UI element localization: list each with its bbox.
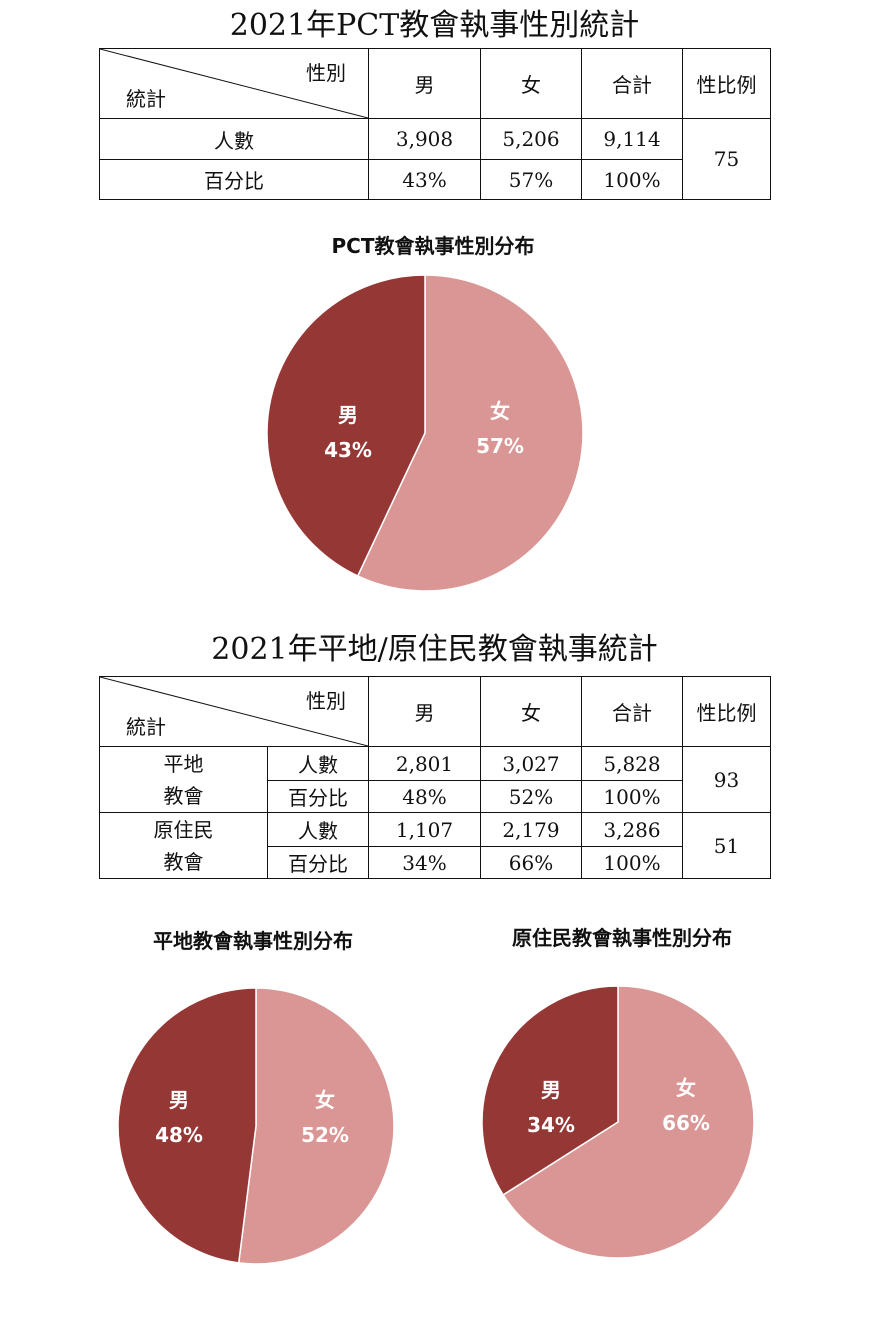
pie-slice-female xyxy=(502,985,755,1259)
total-count: 3,286 xyxy=(581,812,683,847)
diagonal-header-cell: 性別 統計 xyxy=(99,48,369,119)
pie-chart-pct: 女 57% 男 43% xyxy=(266,274,584,592)
table-row: 人數 3,908 5,206 9,114 75 xyxy=(99,118,771,200)
group-label-line1: 平地 xyxy=(163,751,204,776)
gender-header-label: 性別 xyxy=(306,689,346,713)
row-label: 百分比 xyxy=(99,159,369,200)
table1-title: 2021年PCT教會執事性別統計 xyxy=(229,8,640,43)
table-row: 百分比 48% 52% 100% xyxy=(100,780,771,813)
pie-label-female: 女 xyxy=(676,1076,696,1100)
male-count: 3,908 xyxy=(368,118,481,160)
total-percent: 100% xyxy=(581,159,683,200)
pie-label-male: 男 xyxy=(169,1088,189,1112)
female-count: 2,179 xyxy=(480,812,582,847)
male-percent: 48% xyxy=(368,780,481,813)
pie1-title: PCT教會執事性別分布 xyxy=(331,234,535,258)
pct-stats-table: 性別 統計 男 女 合計 性比例 人數 3,908 5,206 9,114 75… xyxy=(99,48,771,200)
female-count: 5,206 xyxy=(480,118,582,160)
group-label-line2: 教會 xyxy=(163,849,204,874)
table-row: 百分比 43% 57% 100% xyxy=(99,159,771,200)
total-count: 9,114 xyxy=(581,118,683,160)
male-count: 1,107 xyxy=(368,812,481,847)
pie-value-female: 57% xyxy=(476,434,524,458)
group-label-indigenous: 原住民 教會 xyxy=(99,812,268,879)
pie-label-female: 女 xyxy=(490,399,510,423)
pie-slice-male xyxy=(117,987,257,1264)
stat-header-label: 統計 xyxy=(126,715,166,739)
row-label: 百分比 xyxy=(267,846,369,879)
pie3-title: 原住民教會執事性別分布 xyxy=(512,926,732,950)
pie-slice-male xyxy=(481,985,619,1196)
pie-value-male: 43% xyxy=(324,438,372,462)
gender-header-label: 性別 xyxy=(306,61,346,85)
table-row: 百分比 34% 66% 100% xyxy=(100,846,771,879)
male-count: 2,801 xyxy=(368,746,481,781)
pie-chart-lowland: 女 52% 男 48% xyxy=(117,987,395,1265)
pie-chart-indigenous: 女 66% 男 34% xyxy=(481,985,755,1259)
pie-slice-male xyxy=(266,274,426,577)
pie-value-female: 66% xyxy=(662,1111,710,1135)
pie-slice-female xyxy=(356,274,584,592)
female-column-header: 女 xyxy=(480,676,582,747)
lowland-indigenous-stats-table: 性別 統計 男 女 合計 性比例 平地 教會 人數 2,801 3,027 5,… xyxy=(99,676,771,879)
female-percent: 52% xyxy=(480,780,582,813)
group-label-lowland: 平地 教會 xyxy=(99,746,268,813)
total-column-header: 合計 xyxy=(581,676,683,747)
group-label-line2: 教會 xyxy=(163,783,204,808)
stat-header-label: 統計 xyxy=(126,87,166,111)
diagonal-line xyxy=(100,677,368,746)
table2-title: 2021年平地/原住民教會執事統計 xyxy=(211,632,658,667)
female-percent: 57% xyxy=(480,159,582,200)
diagonal-header-cell: 性別 統計 xyxy=(99,676,369,747)
pie-label-female: 女 xyxy=(315,1088,335,1112)
sex-ratio-value: 75 xyxy=(682,118,771,200)
total-count: 5,828 xyxy=(581,746,683,781)
row-label: 人數 xyxy=(267,812,369,847)
row-label: 人數 xyxy=(99,118,369,160)
pie-value-female: 52% xyxy=(301,1123,349,1147)
male-column-header: 男 xyxy=(368,676,481,747)
male-percent: 34% xyxy=(368,846,481,879)
table-row: 平地 教會 人數 2,801 3,027 5,828 93 xyxy=(99,746,771,813)
sex-ratio-value: 93 xyxy=(682,746,771,813)
ratio-column-header: 性比例 xyxy=(682,676,771,747)
pie-value-male: 34% xyxy=(527,1113,575,1137)
pie-value-male: 48% xyxy=(155,1123,203,1147)
total-percent: 100% xyxy=(581,780,683,813)
female-count: 3,027 xyxy=(480,746,582,781)
group-label-line1: 原住民 xyxy=(153,817,214,842)
total-percent: 100% xyxy=(581,846,683,879)
female-percent: 66% xyxy=(480,846,582,879)
female-column-header: 女 xyxy=(480,48,582,119)
pie-slice-female xyxy=(237,987,395,1265)
sex-ratio-value: 51 xyxy=(682,812,771,879)
total-column-header: 合計 xyxy=(581,48,683,119)
table-row: 原住民 教會 人數 1,107 2,179 3,286 51 xyxy=(99,812,771,879)
male-percent: 43% xyxy=(368,159,481,200)
male-column-header: 男 xyxy=(368,48,481,119)
pie-label-male: 男 xyxy=(541,1078,561,1102)
pie-label-male: 男 xyxy=(338,403,358,427)
pie2-title: 平地教會執事性別分布 xyxy=(153,929,353,953)
diagonal-line xyxy=(100,49,368,118)
ratio-column-header: 性比例 xyxy=(682,48,771,119)
row-label: 百分比 xyxy=(267,780,369,813)
row-label: 人數 xyxy=(267,746,369,781)
